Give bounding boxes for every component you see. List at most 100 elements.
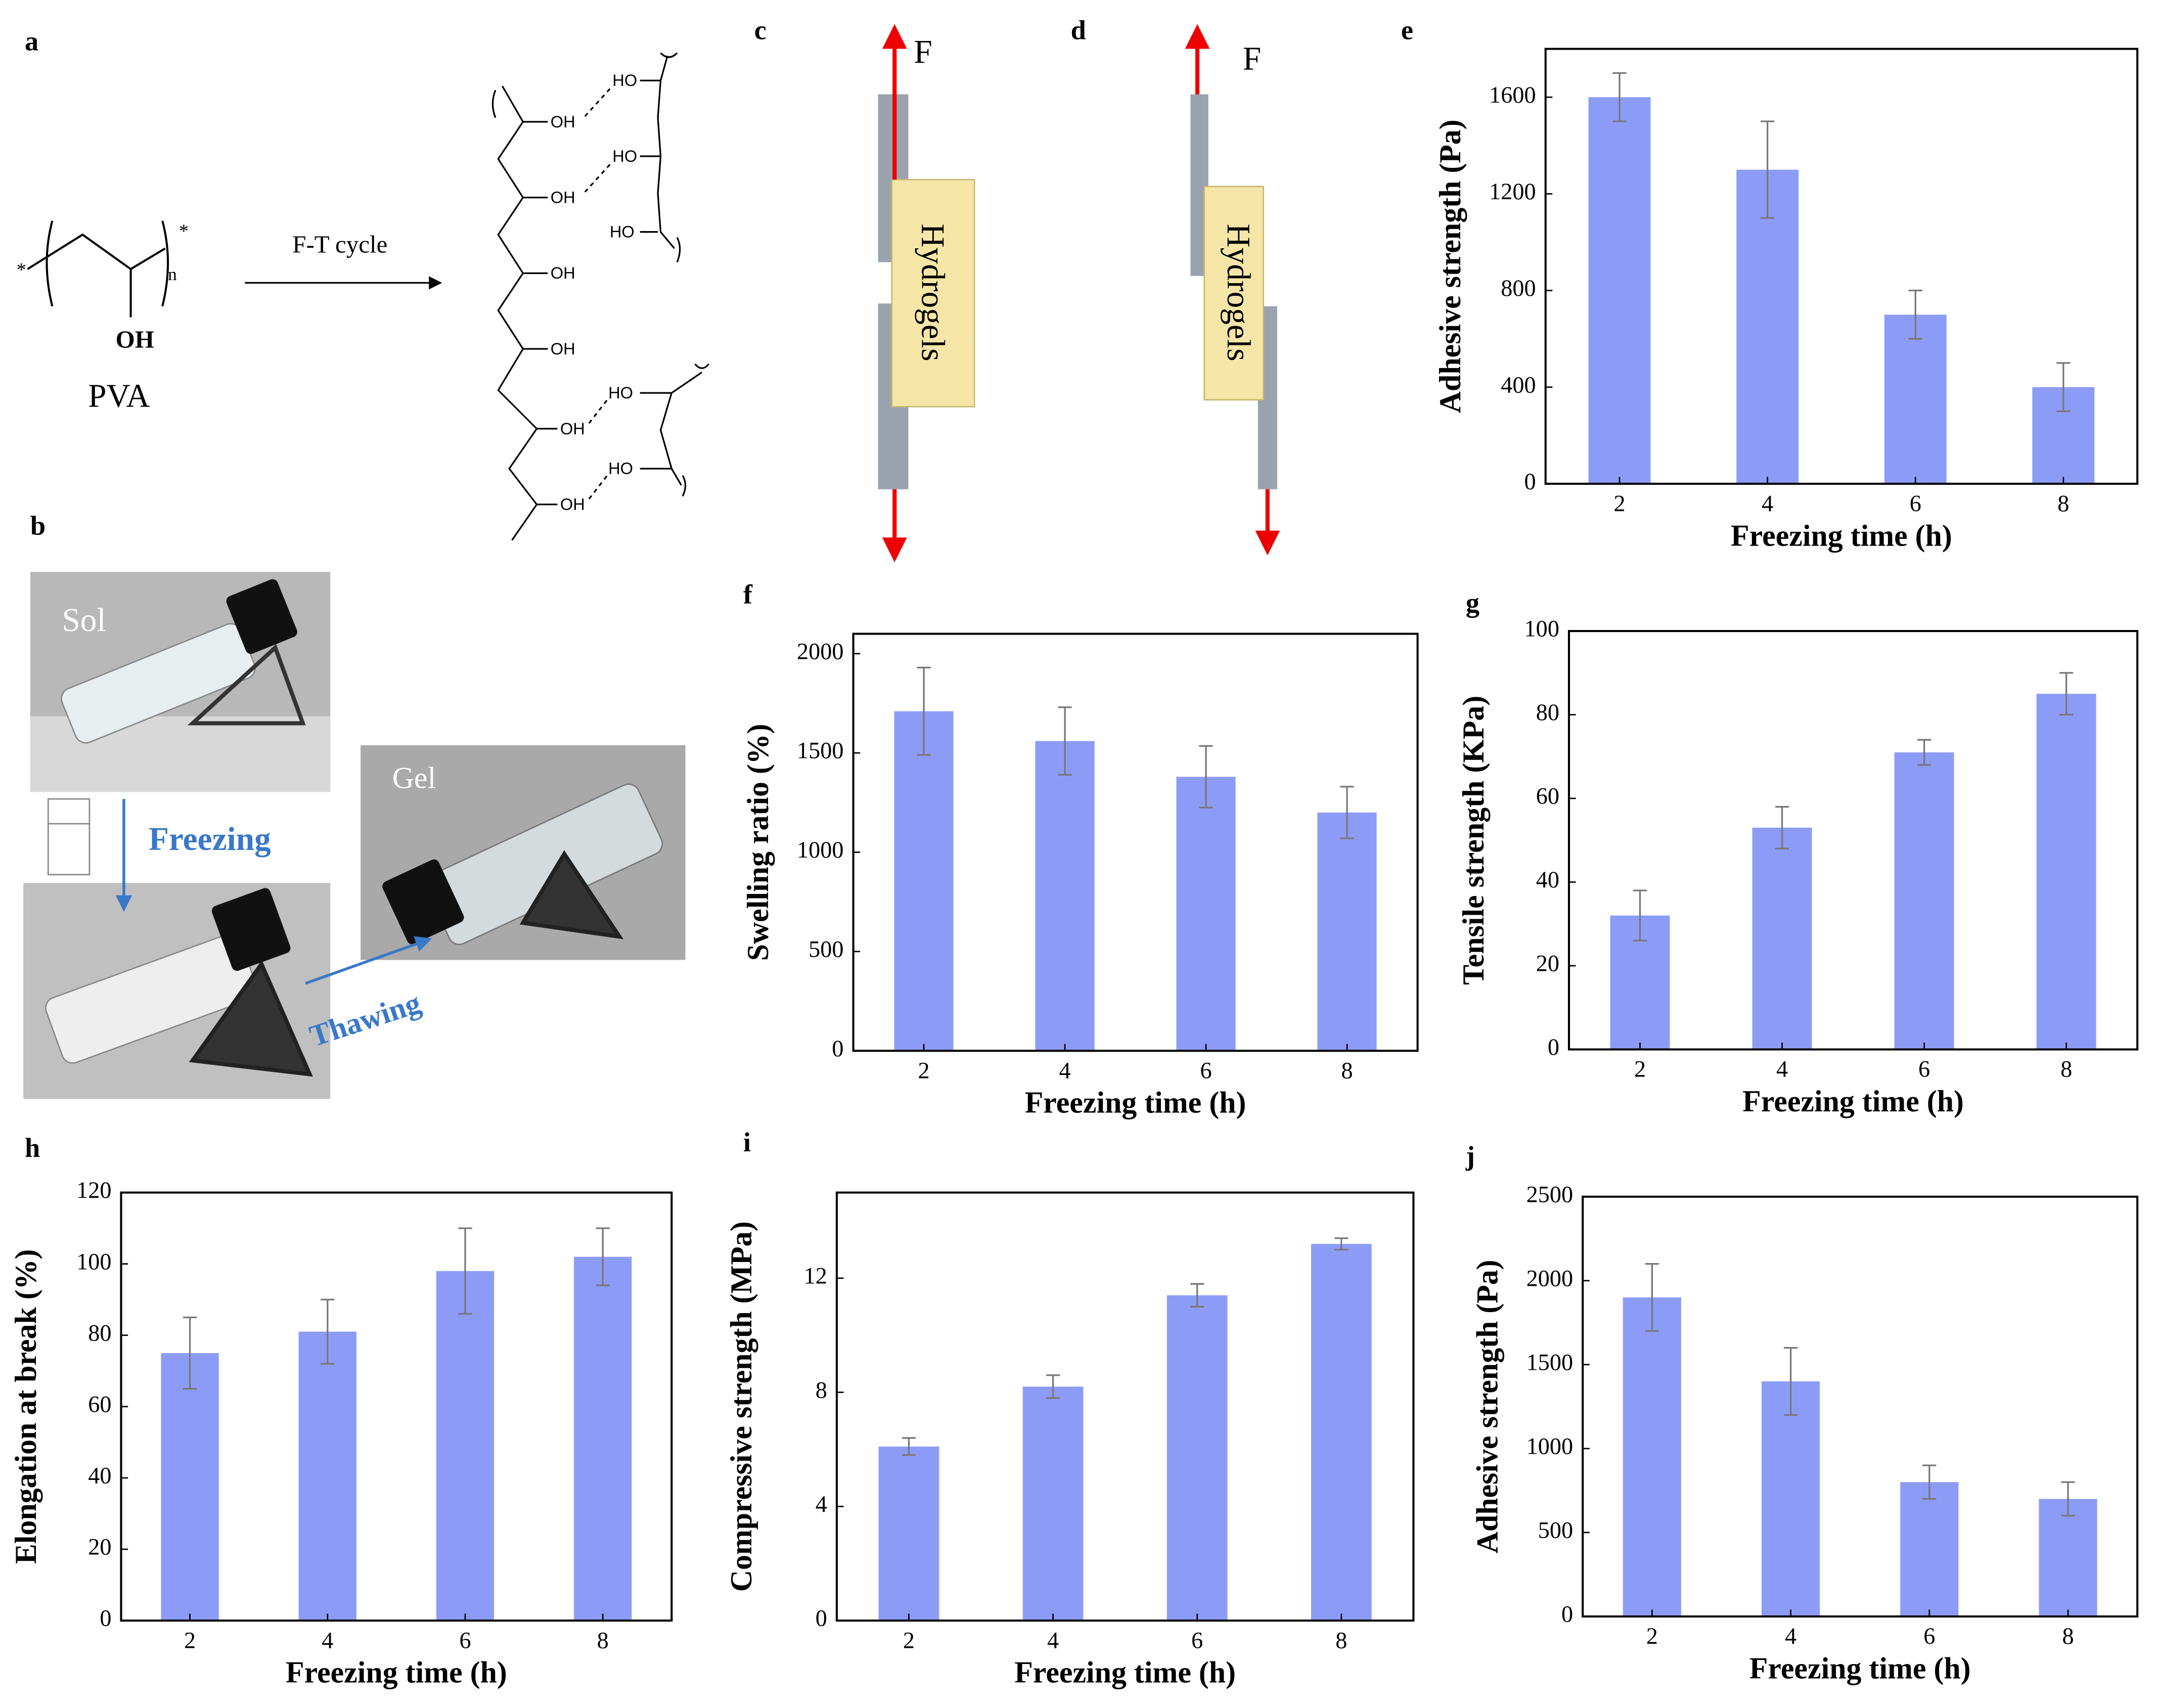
plot-frame — [852, 633, 1419, 1052]
error-bar — [1199, 745, 1213, 808]
y-tick-label: 4 — [816, 1492, 827, 1517]
y-axis-title: Compressive strength (MPa) — [725, 1221, 758, 1592]
hydrogel — [1203, 186, 1265, 401]
bar — [1900, 1482, 1959, 1616]
x-tick-label: 6 — [1918, 1057, 1930, 1083]
x-tick-label: 4 — [1785, 1624, 1796, 1649]
oh: OH — [116, 325, 154, 353]
repeat-n: n — [168, 264, 177, 284]
network — [491, 52, 710, 541]
error-bar — [1775, 805, 1789, 849]
y-tick-label: 80 — [1536, 700, 1559, 726]
x-tick-label: 8 — [1341, 1058, 1353, 1084]
error-bar — [1190, 1283, 1204, 1308]
panel-label: a — [25, 25, 38, 56]
x-tick-label: 8 — [2062, 1624, 2074, 1649]
error-bar — [1633, 889, 1647, 942]
y-tick-label: 800 — [1501, 276, 1536, 301]
x-tick-label: 8 — [2060, 1057, 2072, 1083]
error-bar — [458, 1227, 472, 1315]
y-tick-label: 40 — [1536, 867, 1559, 893]
y-tick-label: 100 — [76, 1249, 111, 1275]
x-tick-label: 2 — [1646, 1624, 1658, 1649]
x-axis-title: Freezing time (h) — [1014, 1656, 1236, 1689]
x-axis-title: Freezing time (h) — [286, 1656, 507, 1689]
arrow-label: F-T cycle — [292, 231, 387, 258]
y-tick-label: 500 — [808, 936, 843, 962]
y-tick-label: 1000 — [1526, 1434, 1573, 1460]
vial — [45, 888, 313, 1077]
force-label: F — [914, 34, 932, 70]
error-bar — [1046, 1374, 1060, 1399]
hydrogel-label: Hydrogels — [915, 223, 951, 361]
error-bar — [1334, 1237, 1348, 1251]
x-tick-label: 4 — [1762, 491, 1773, 517]
group: OH — [560, 419, 585, 438]
force-label: F — [1243, 40, 1261, 77]
plot-frame — [1582, 1195, 2139, 1617]
y-tick-label: 20 — [88, 1535, 111, 1560]
bar — [161, 1353, 219, 1621]
group: OH — [551, 112, 575, 131]
plot-frame — [835, 1191, 1415, 1622]
group: HO — [610, 222, 635, 241]
panel-label: c — [754, 15, 767, 46]
x-tick-label: 6 — [1191, 1628, 1203, 1653]
pva-monomer — [27, 220, 169, 318]
group: HO — [612, 147, 637, 165]
x-axis-title: Freezing time (h) — [1749, 1651, 1971, 1685]
y-axis-title: Elongation at break (%) — [9, 1249, 42, 1564]
y-tick-label: 1600 — [1489, 82, 1536, 108]
error-bar — [2056, 362, 2071, 413]
y-tick-label: 80 — [88, 1320, 111, 1346]
y-tick-label: 120 — [76, 1178, 111, 1203]
bar — [1752, 827, 1812, 1050]
x-tick-label: 2 — [903, 1628, 915, 1653]
bar — [894, 711, 954, 1051]
panel-label: j — [1465, 1140, 1475, 1171]
group: OH — [551, 188, 575, 207]
error-bar — [596, 1227, 610, 1286]
bar — [878, 1446, 939, 1621]
y-tick-label: 20 — [1536, 951, 1559, 977]
y-tick-label: 8 — [816, 1377, 827, 1403]
y-tick-label: 0 — [832, 1036, 843, 1062]
panel-label: g — [1466, 587, 1479, 618]
monomer-name: PVA — [88, 378, 150, 414]
bar — [1317, 812, 1377, 1051]
y-axis-title: Swelling ratio (%) — [741, 724, 775, 961]
y-tick-label: 1000 — [797, 837, 844, 863]
group: OH — [560, 495, 585, 514]
step-label: Freezing — [149, 821, 271, 858]
bar — [1761, 1381, 1820, 1616]
bar — [2036, 694, 2096, 1050]
error-bar — [1612, 72, 1627, 122]
x-tick-label: 8 — [597, 1628, 609, 1653]
y-axis-title: Adhesive strength (Pa) — [1433, 119, 1467, 413]
bar — [1176, 777, 1236, 1051]
y-tick-label: 0 — [1548, 1035, 1559, 1060]
vial — [61, 579, 306, 744]
star: * — [17, 259, 26, 281]
x-tick-label: 2 — [918, 1058, 930, 1084]
bar — [1022, 1386, 1084, 1621]
plot-frame — [1544, 48, 2139, 485]
y-tick-label: 0 — [1561, 1602, 1573, 1628]
error-bar — [917, 666, 931, 756]
x-tick-label: 4 — [1059, 1058, 1071, 1084]
error-bar — [1761, 120, 1775, 219]
group: HO — [608, 383, 633, 402]
bar — [1166, 1295, 1228, 1621]
hydrogel — [891, 178, 975, 408]
panel-label: i — [743, 1127, 751, 1157]
y-tick-label: 1500 — [1526, 1350, 1573, 1375]
y-tick-label: 1200 — [1489, 179, 1536, 205]
group: HO — [608, 459, 633, 478]
y-tick-label: 0 — [816, 1606, 827, 1632]
panel-label: h — [25, 1132, 40, 1163]
y-tick-label: 2000 — [1526, 1266, 1573, 1291]
panel-label: b — [30, 510, 46, 541]
y-tick-label: 100 — [1524, 616, 1559, 642]
x-tick-label: 6 — [459, 1628, 471, 1653]
y-tick-label: 2000 — [797, 639, 844, 664]
